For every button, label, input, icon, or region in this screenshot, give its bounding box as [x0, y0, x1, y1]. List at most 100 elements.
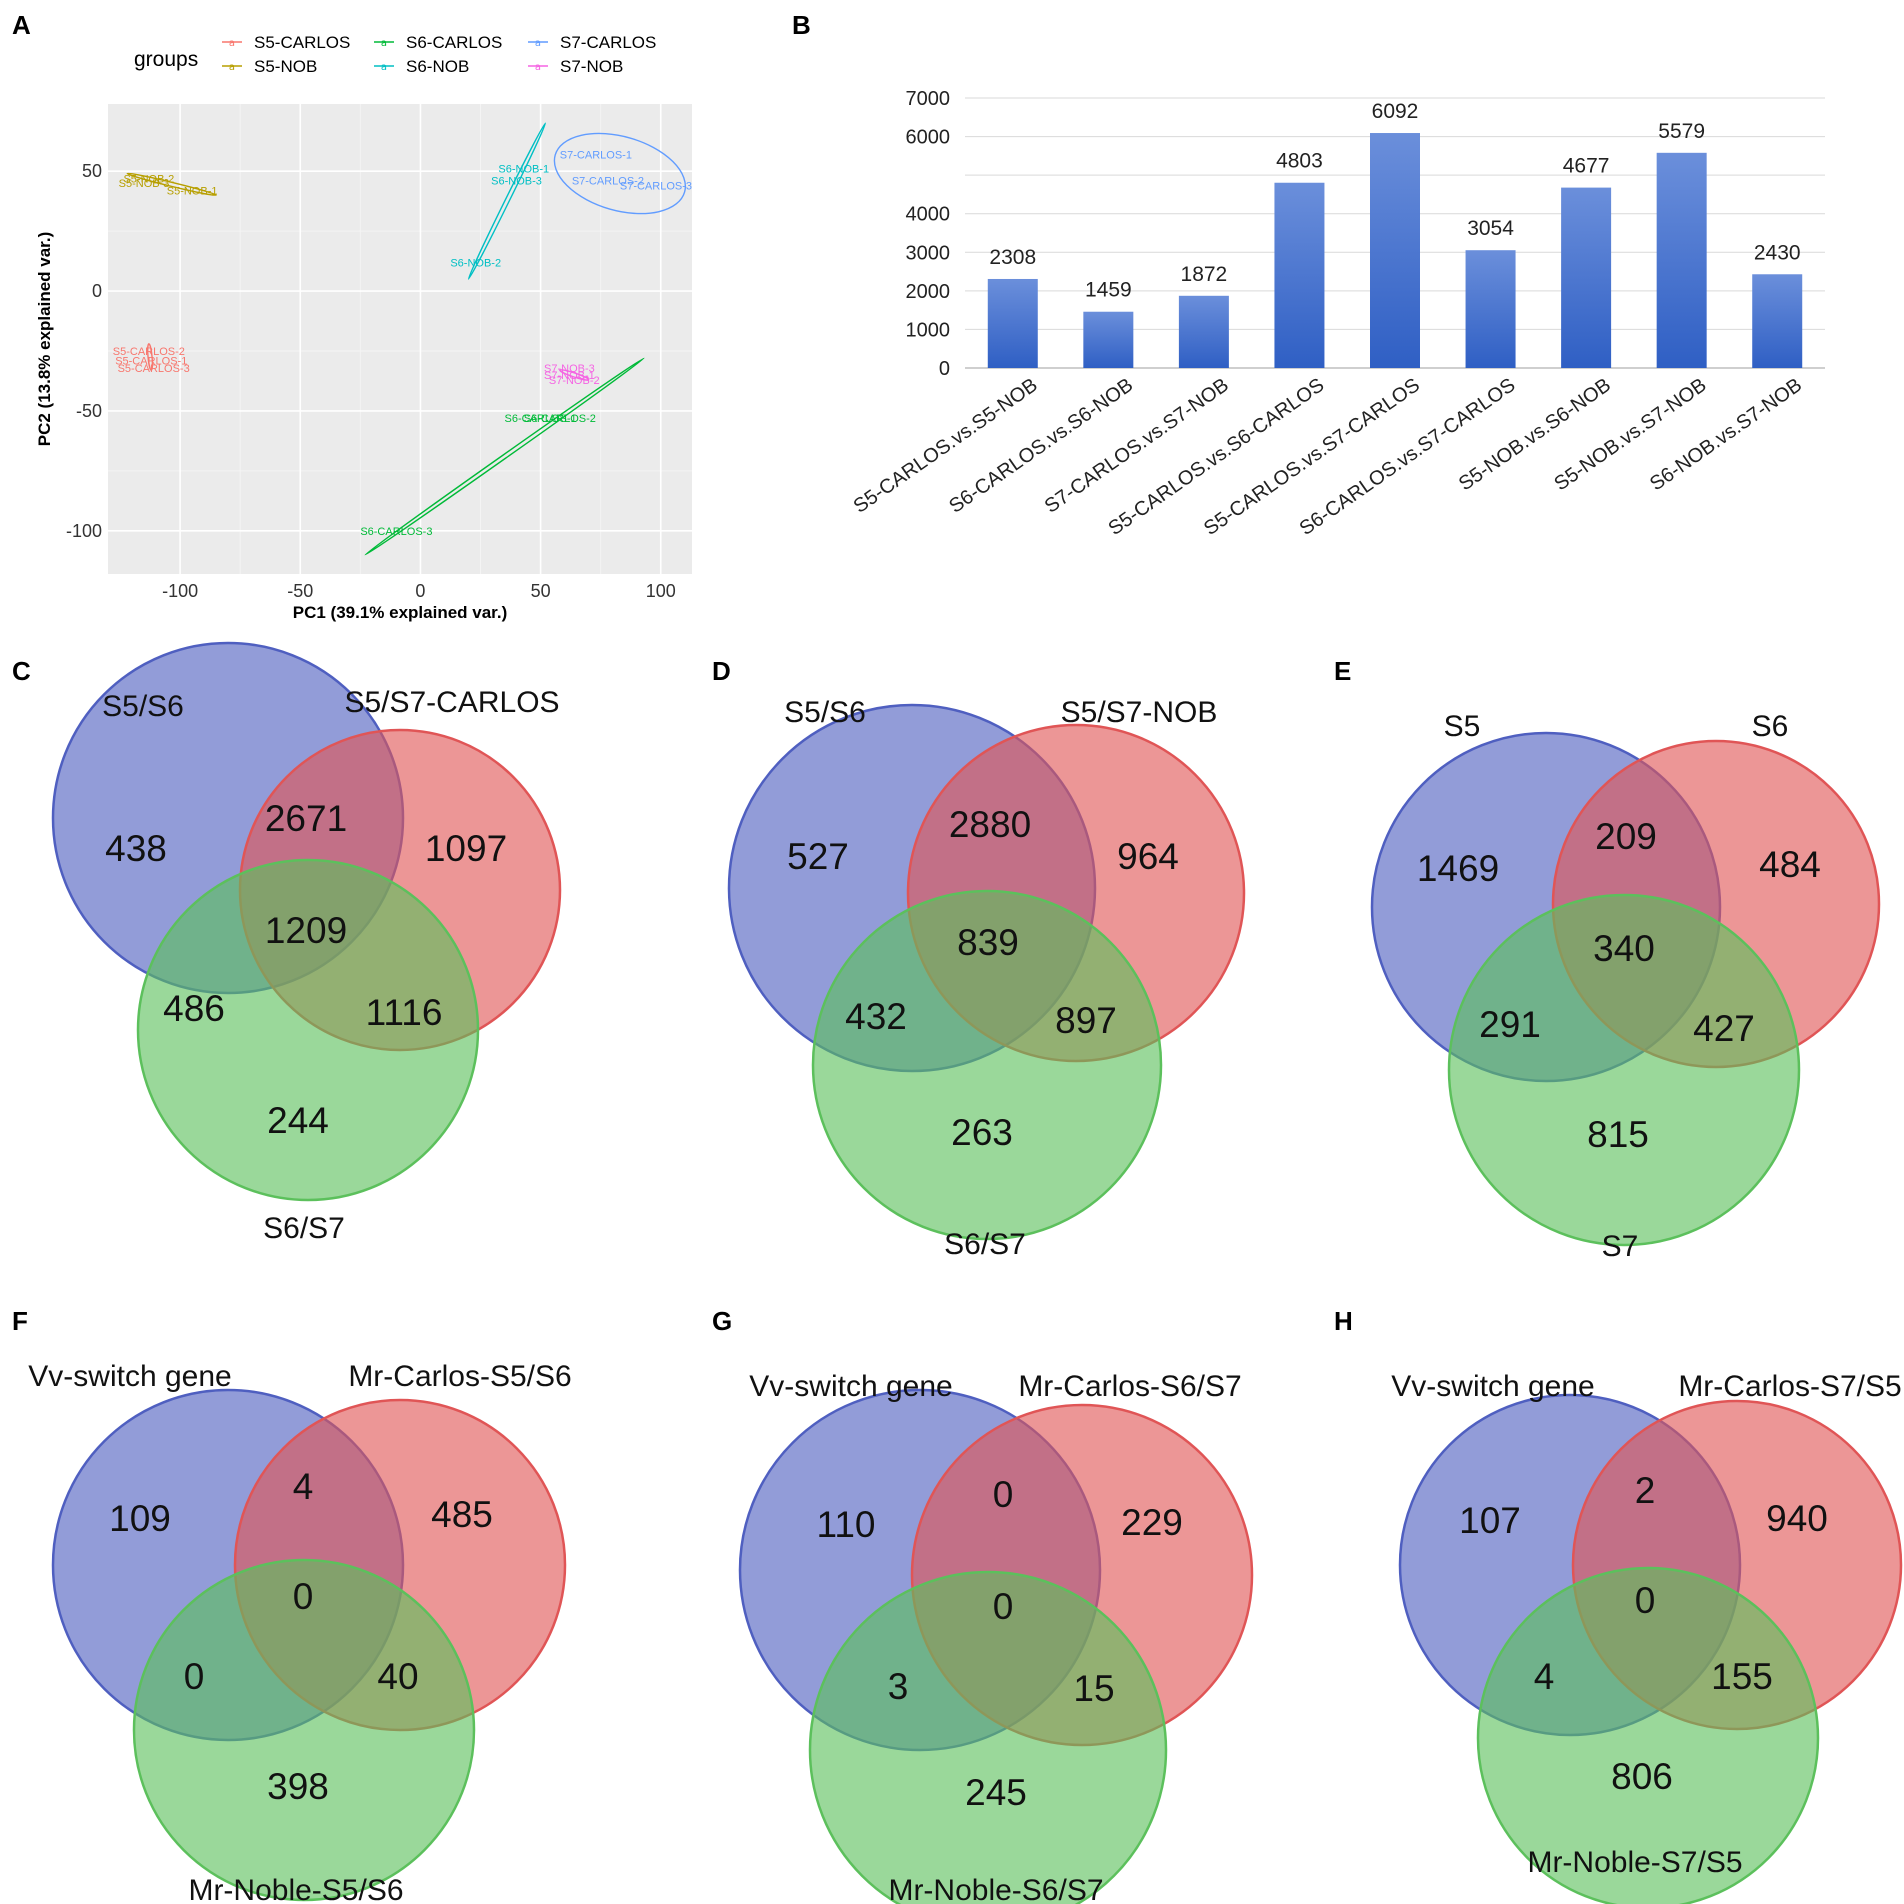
venn-count-ab: 0 — [993, 1474, 1014, 1515]
venn-circle-c — [136, 858, 480, 1202]
pca-legend-key-letter: a — [381, 62, 387, 73]
panel-label-a: A — [12, 10, 31, 40]
venn-circle-c — [1447, 893, 1801, 1247]
pca-point-label: S6-NOB-2 — [450, 257, 501, 269]
venn-count-ab: 2671 — [265, 798, 347, 839]
venn-circle-c — [808, 1570, 1168, 1904]
bar-category-label: S7-CARLOS.vs.S7-NOB — [1041, 374, 1233, 518]
panel-label-b: B — [792, 10, 811, 40]
bar — [1083, 311, 1134, 368]
bar-y-tick-label: 3000 — [906, 242, 951, 264]
pca-y-tick-label: -50 — [76, 401, 102, 421]
bar — [1752, 274, 1803, 368]
venn-count-bc: 897 — [1055, 1000, 1117, 1041]
venn-count-bc: 427 — [1693, 1008, 1755, 1049]
pca-point-label: S5-NOB-2 — [123, 173, 174, 185]
pca-point-label: S7-NOB-2 — [549, 375, 600, 387]
venn-circle-c — [1476, 1566, 1820, 1904]
pca-y-tick-label: 50 — [82, 161, 102, 181]
pca-point-label: S6-CARLOS-3 — [360, 526, 432, 538]
venn-set-label: Mr-Carlos-S7/S5 — [1678, 1370, 1901, 1403]
bar — [1178, 295, 1229, 368]
deg-bar-chart: 0 1000 2000 3000 4000 6000 7000 2308 1459 1872 48… — [850, 88, 1825, 540]
pca-point-labels: S5-CARLOS-1S5-CARLOS-2 S5-CARLOS-3 S5-NOB-… — [113, 149, 692, 537]
venn-panel-g: 110 0 229 0 3 15 245 Vv-switch gene Mr-Carlos-S6… — [738, 1370, 1254, 1904]
venn-count-ac: 3 — [888, 1666, 909, 1707]
venn-count-abc: 1209 — [265, 910, 347, 951]
venn-set-label: Mr-Noble-S7/S5 — [1527, 1846, 1742, 1879]
bar-y-tick-label: 4000 — [906, 204, 951, 226]
venn-count-only-c: 263 — [951, 1112, 1013, 1153]
venn-set-label: Vv-switch gene — [749, 1370, 952, 1403]
venn-count-bc: 1116 — [366, 992, 443, 1033]
venn-set-label: Vv-switch gene — [1391, 1370, 1594, 1403]
venn-set-label: S6 — [1752, 710, 1789, 743]
venn-count-only-b: 484 — [1759, 844, 1821, 885]
bar — [987, 278, 1038, 368]
venn-count-bc: 155 — [1711, 1656, 1773, 1697]
pca-x-axis-label: PC1 (39.1% explained var.) — [293, 603, 508, 622]
venn-set-label: S5 — [1444, 710, 1481, 743]
bar — [1370, 133, 1420, 368]
venn-panel-e: 1469 209 484 340 291 427 815 S5 S6 S7 — [1370, 710, 1881, 1263]
panel-label-g: G — [712, 1306, 732, 1336]
pca-point-label: S5-CARLOS-3 — [118, 363, 190, 375]
venn-set-label: Mr-Noble-S6/S7 — [888, 1874, 1103, 1904]
bar-y-tick-label: 7000 — [906, 88, 951, 110]
venn-count-only-a: 1469 — [1417, 848, 1499, 889]
pca-point-label: S6-CARLOS-1 — [505, 413, 577, 425]
bar-value-label: 5579 — [1658, 120, 1705, 143]
bar — [1561, 187, 1612, 368]
bar-y-tick-labels: 0 1000 2000 3000 4000 6000 7000 — [906, 88, 951, 380]
venn-set-label: S5/S6 — [102, 690, 184, 723]
bar — [1274, 182, 1325, 368]
pca-point-label: S6-NOB-1 — [498, 164, 549, 176]
venn-set-label: S5/S7-NOB — [1061, 696, 1218, 729]
pca-point-label: S7-NOB-1 — [544, 370, 595, 382]
venn-count-bc: 15 — [1073, 1668, 1114, 1709]
pca-legend-label: S6-NOB — [406, 57, 469, 76]
bar-value-label: 4677 — [1563, 155, 1610, 178]
venn-panel-f: 109 4 485 0 0 40 398 Vv-switch gene Mr-Carlos-S5… — [28, 1360, 571, 1904]
pca-legend-key-letter: a — [535, 38, 541, 49]
pca-point-label: S7-CARLOS-3 — [620, 181, 692, 193]
venn-count-only-a: 527 — [787, 836, 849, 877]
bar-category-label: S5-NOB.vs.S7-NOB — [1550, 374, 1710, 495]
bar-category-label: S6-NOB.vs.S7-NOB — [1646, 374, 1806, 495]
bar-series: 2308 1459 1872 4803 6092 3054 4677 5579 2430 — [987, 100, 1803, 368]
panel-label-c: C — [12, 656, 31, 686]
venn-count-only-b: 229 — [1121, 1502, 1183, 1543]
venn-set-label: Mr-Carlos-S6/S7 — [1018, 1370, 1241, 1403]
bar — [1656, 152, 1707, 368]
pca-y-axis-label: PC2 (13.8% explained var.) — [35, 232, 54, 447]
bar-value-label: 4803 — [1276, 150, 1323, 173]
pca-legend-key-letter: a — [229, 62, 235, 73]
pca-legend: a S5-CARLOS a S5-NOB a S6-CARLOS a S6-NOB a S7-CA… — [222, 33, 656, 76]
pca-point-label: S5-CARLOS-1 — [115, 356, 187, 368]
venn-count-only-c: 244 — [267, 1100, 329, 1141]
bar-category-labels: S5-CARLOS.vs.S5-NOBS6-CARLOS.vs.S6-NOBS7… — [850, 374, 1806, 540]
panel-label-f: F — [12, 1306, 28, 1336]
pca-point-label: S7-CARLOS-1 — [560, 149, 632, 161]
venn-set-label: S6/S7 — [263, 1212, 345, 1245]
pca-tick-labels: -100 -50 0 50 100 50 0 -50 -100 — [66, 161, 676, 601]
venn-count-only-a: 438 — [105, 828, 167, 869]
bar-category-label: S5-CARLOS.vs.S5-NOB — [850, 374, 1042, 518]
venn-set-label: S6/S7 — [944, 1228, 1026, 1261]
pca-ellipse-s7-nob — [559, 369, 590, 381]
venn-count-ab: 2 — [1635, 1470, 1656, 1511]
bar-value-label: 3054 — [1467, 217, 1514, 240]
pca-x-tick-label: -50 — [287, 581, 313, 601]
pca-point-label: S5-CARLOS-2 — [113, 346, 185, 358]
pca-legend-label: S6-CARLOS — [406, 33, 502, 52]
bar-value-label: 2430 — [1754, 241, 1801, 264]
pca-point-label: S5-NOB-3 — [119, 178, 170, 190]
bar-y-tick-label: 2000 — [906, 281, 951, 303]
pca-legend-label: S7-CARLOS — [560, 33, 656, 52]
venn-count-abc: 0 — [993, 1586, 1014, 1627]
pca-ellipse-s5-carlos — [147, 343, 154, 371]
venn-count-only-a: 107 — [1459, 1500, 1521, 1541]
